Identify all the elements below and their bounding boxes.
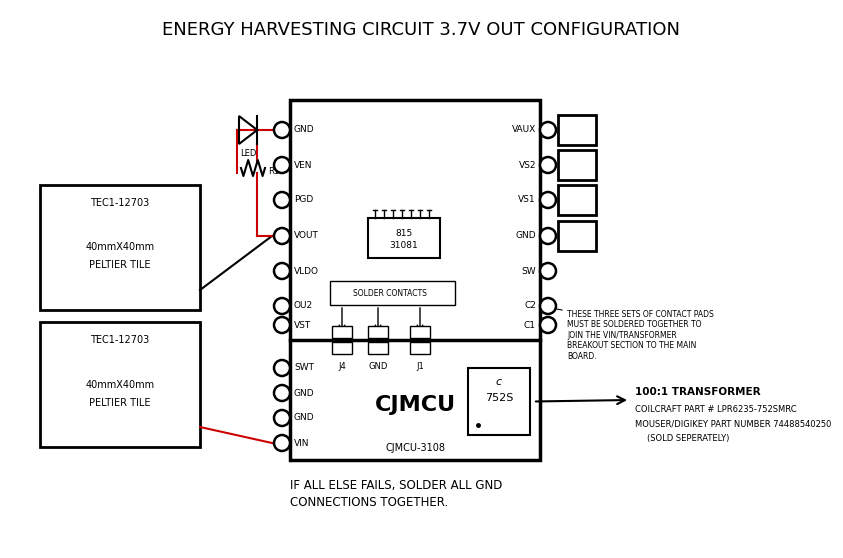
Text: VOUT: VOUT bbox=[294, 232, 319, 240]
Text: 40mmX40mm: 40mmX40mm bbox=[85, 379, 154, 389]
Text: COILCRAFT PART # LPR6235-752SMRC: COILCRAFT PART # LPR6235-752SMRC bbox=[635, 406, 797, 415]
Text: CONNECTIONS TOGETHER.: CONNECTIONS TOGETHER. bbox=[290, 497, 448, 509]
Text: VAUX: VAUX bbox=[512, 126, 536, 134]
Text: SW: SW bbox=[521, 267, 536, 276]
Bar bbox=[558, 115, 596, 145]
Text: PELTIER TILE: PELTIER TILE bbox=[89, 397, 151, 407]
Text: 40mmX40mm: 40mmX40mm bbox=[85, 243, 154, 253]
Text: C2: C2 bbox=[524, 301, 536, 310]
Circle shape bbox=[274, 317, 290, 333]
Text: IF ALL ELSE FAILS, SOLDER ALL GND: IF ALL ELSE FAILS, SOLDER ALL GND bbox=[290, 479, 502, 492]
Circle shape bbox=[274, 435, 290, 451]
Text: (SOLD SEPERATELY): (SOLD SEPERATELY) bbox=[647, 434, 729, 442]
Circle shape bbox=[540, 298, 556, 314]
Bar bbox=[368, 218, 440, 258]
Text: VIN: VIN bbox=[294, 439, 309, 448]
Circle shape bbox=[540, 122, 556, 138]
Text: TEC1-12703: TEC1-12703 bbox=[90, 335, 149, 345]
Circle shape bbox=[540, 228, 556, 244]
Text: VLDO: VLDO bbox=[294, 267, 319, 276]
Text: LED: LED bbox=[240, 149, 257, 158]
Text: GND: GND bbox=[368, 362, 388, 371]
Circle shape bbox=[274, 157, 290, 173]
Text: 815: 815 bbox=[395, 229, 412, 238]
Text: SWT: SWT bbox=[294, 363, 314, 373]
Text: VS1: VS1 bbox=[518, 195, 536, 204]
Bar bbox=[330, 281, 455, 305]
Circle shape bbox=[274, 385, 290, 401]
Circle shape bbox=[274, 298, 290, 314]
Circle shape bbox=[540, 263, 556, 279]
Text: VEN: VEN bbox=[294, 161, 313, 170]
Text: 31081: 31081 bbox=[389, 240, 418, 249]
Circle shape bbox=[274, 410, 290, 426]
Text: GND: GND bbox=[515, 232, 536, 240]
Text: PGD: PGD bbox=[294, 195, 314, 204]
Text: THESE THREE SETS OF CONTACT PADS
MUST BE SOLDERED TOGETHER TO
JOIN THE VIN/TRANS: THESE THREE SETS OF CONTACT PADS MUST BE… bbox=[567, 310, 714, 360]
Bar bbox=[332, 326, 352, 338]
Bar bbox=[368, 326, 388, 338]
Text: R1: R1 bbox=[268, 166, 279, 176]
Bar bbox=[410, 342, 430, 354]
Text: MOUSER/DIGIKEY PART NUMBER 74488540250: MOUSER/DIGIKEY PART NUMBER 74488540250 bbox=[635, 420, 831, 429]
Text: OU2: OU2 bbox=[294, 301, 313, 310]
Text: C1: C1 bbox=[524, 320, 536, 330]
Text: 752S: 752S bbox=[485, 393, 513, 403]
Bar bbox=[558, 221, 596, 251]
Bar bbox=[468, 368, 530, 435]
Bar bbox=[40, 322, 200, 447]
Text: c: c bbox=[496, 377, 502, 387]
Text: 100:1 TRANSFORMER: 100:1 TRANSFORMER bbox=[635, 387, 760, 397]
Text: VS2: VS2 bbox=[518, 161, 536, 170]
Text: CJMCU: CJMCU bbox=[374, 395, 455, 415]
Circle shape bbox=[274, 192, 290, 208]
Text: GND: GND bbox=[294, 413, 314, 422]
Circle shape bbox=[274, 360, 290, 376]
Circle shape bbox=[274, 263, 290, 279]
Text: SOLDER CONTACTS: SOLDER CONTACTS bbox=[353, 288, 427, 297]
Bar bbox=[410, 326, 430, 338]
Text: VST: VST bbox=[294, 320, 311, 330]
Bar bbox=[290, 100, 540, 460]
Text: PELTIER TILE: PELTIER TILE bbox=[89, 261, 151, 271]
Circle shape bbox=[274, 228, 290, 244]
Text: CJMCU-3108: CJMCU-3108 bbox=[385, 443, 445, 453]
Bar bbox=[40, 185, 200, 310]
Text: TEC1-12703: TEC1-12703 bbox=[90, 198, 149, 208]
Circle shape bbox=[540, 317, 556, 333]
Text: GND: GND bbox=[294, 126, 314, 134]
Bar bbox=[558, 185, 596, 215]
Bar bbox=[332, 342, 352, 354]
Text: J4: J4 bbox=[338, 362, 346, 371]
Bar bbox=[368, 342, 388, 354]
Text: ENERGY HARVESTING CIRCUIT 3.7V OUT CONFIGURATION: ENERGY HARVESTING CIRCUIT 3.7V OUT CONFI… bbox=[163, 21, 680, 39]
Text: GND: GND bbox=[294, 388, 314, 397]
Text: J1: J1 bbox=[416, 362, 424, 371]
Bar bbox=[558, 150, 596, 180]
Circle shape bbox=[540, 192, 556, 208]
Circle shape bbox=[274, 122, 290, 138]
Circle shape bbox=[540, 157, 556, 173]
